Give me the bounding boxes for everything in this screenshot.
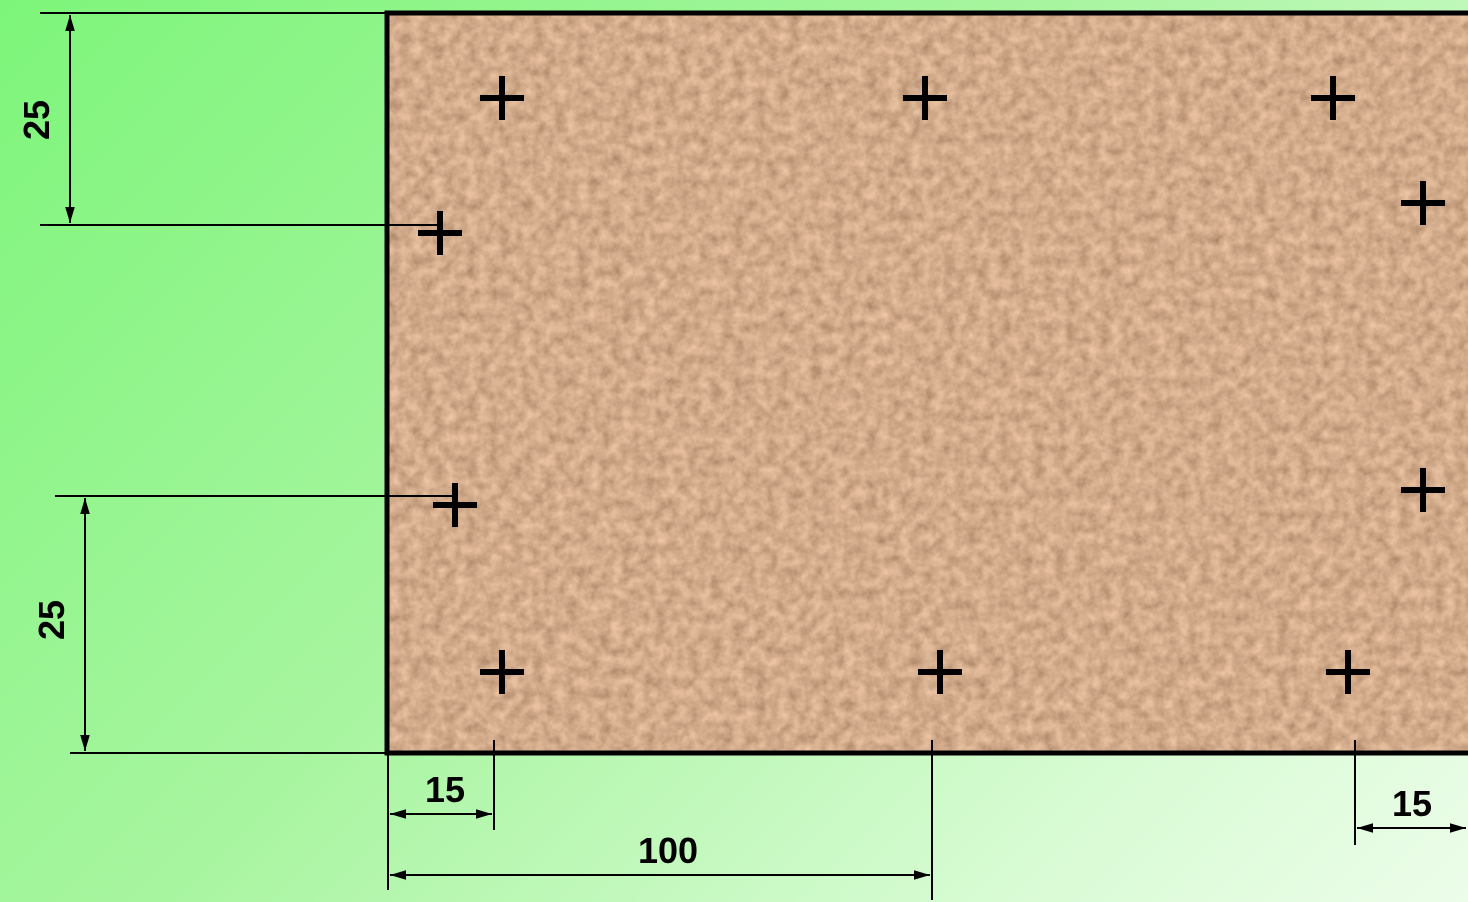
plus-marker-icon [1401, 468, 1445, 512]
plus-marker-icon [418, 211, 462, 255]
chipboard-panel [384, 10, 1468, 756]
dim-label-100: 100 [638, 830, 698, 871]
plus-marker-icon [1311, 76, 1355, 120]
plus-marker-icon [903, 76, 947, 120]
plus-marker-icon [1326, 650, 1370, 694]
extension-lines [40, 12, 1356, 900]
plus-marker-icon [480, 650, 524, 694]
plus-marker-icon [1401, 181, 1445, 225]
plus-marker-icon [918, 650, 962, 694]
dim-label-right-15: 15 [1392, 783, 1432, 824]
drill-markers [418, 76, 1445, 694]
dimension-lines [65, 15, 1466, 880]
dim-label-bottom-vertical: 25 [31, 600, 72, 640]
plus-marker-icon [480, 76, 524, 120]
plus-marker-icon [433, 483, 477, 527]
dim-label-top-vertical: 25 [16, 100, 57, 140]
dim-label-left-15: 15 [425, 769, 465, 810]
